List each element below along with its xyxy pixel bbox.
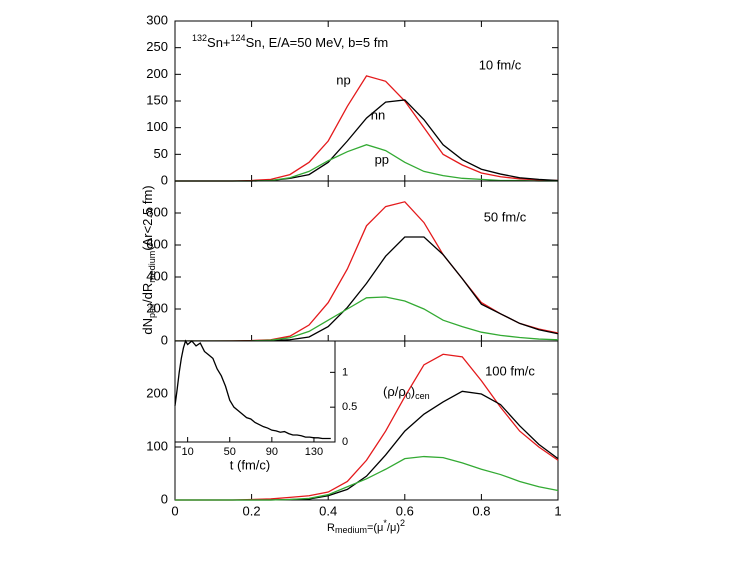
y-tick-label: 600	[146, 236, 168, 251]
inset-x-label: t (fm/c)	[230, 457, 270, 472]
x-tick-label: 10	[182, 446, 194, 458]
y-tick-label: 800	[146, 204, 168, 219]
x-axis-label: Rmedium=(μ*/μ)2	[327, 518, 405, 535]
y-tick-label: 200	[146, 66, 168, 81]
y-tick-label: 0	[161, 332, 168, 347]
y-tick-label: 200	[146, 385, 168, 400]
panel-label: 50 fm/c	[484, 209, 527, 224]
y-tick-label: 100	[146, 119, 168, 134]
series-line	[175, 296, 559, 342]
series-line	[175, 75, 559, 182]
y-tick-label: 100	[146, 438, 168, 453]
y-tick-label: 0	[161, 491, 168, 506]
y-axis-label: dNpair/dRmedium(Δr<2.5 fm)	[140, 185, 157, 334]
chart-title: 132Sn+124Sn, E/A=50 MeV, b=5 fm	[192, 33, 388, 50]
x-tick-label: 0.4	[319, 503, 337, 518]
label-part: cen	[415, 391, 430, 401]
y-tick-label: 150	[146, 92, 168, 107]
y-tick-label: 0.5	[342, 401, 357, 413]
panel-frame	[174, 180, 559, 342]
series-label: np	[336, 73, 350, 88]
series-line	[175, 99, 559, 182]
x-tick-label: 0.2	[243, 503, 261, 518]
series-label: nn	[371, 107, 385, 122]
x-tick-label: 0.8	[472, 503, 490, 518]
panel-label: 100 fm/c	[485, 363, 535, 378]
y-tick-label: 400	[146, 268, 168, 283]
y-tick-label: 250	[146, 39, 168, 54]
y-tick-label: 0	[161, 172, 168, 187]
y-tick-label: 0	[342, 436, 348, 448]
x-tick-label: 50	[224, 446, 236, 458]
label-part: (ρ/ρ	[383, 384, 406, 399]
panel-label: 10 fm/c	[479, 57, 522, 72]
x-tick-label: 90	[266, 446, 278, 458]
y-tick-label: 50	[154, 146, 168, 161]
series-label: pp	[375, 152, 389, 167]
y-tick-label: 200	[146, 300, 168, 315]
x-tick-label: 0	[171, 503, 178, 518]
y-tick-label: 1	[342, 366, 348, 378]
x-tick-label: 130	[305, 446, 323, 458]
inset-y-label: (ρ/ρ0)cen	[383, 384, 430, 401]
x-tick-label: 0.6	[396, 503, 414, 518]
label-part: 0	[406, 391, 411, 401]
series-line	[175, 144, 558, 182]
label-part: )	[411, 384, 415, 399]
y-tick-label: 300	[146, 12, 168, 27]
series-line	[175, 455, 559, 501]
x-tick-label: 1	[554, 503, 561, 518]
inset-line	[174, 339, 331, 440]
inset-frame	[174, 340, 336, 443]
series-line	[175, 236, 559, 342]
